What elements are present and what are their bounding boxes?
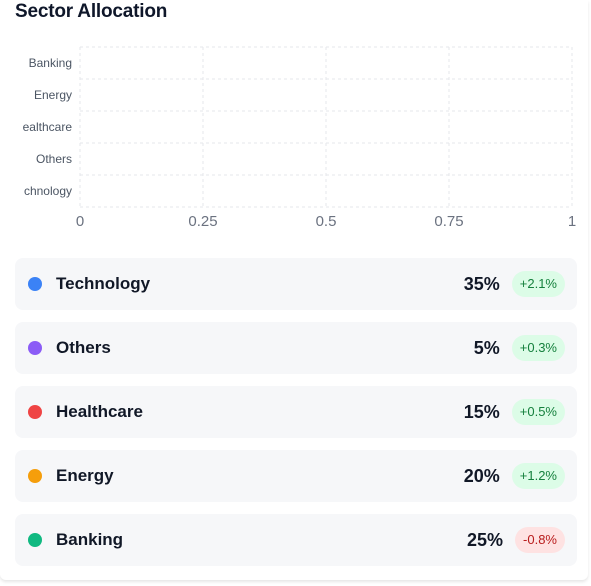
chart-y-tick-label: ealthcare	[23, 120, 73, 134]
sector-list: Technology 35% +2.1% Others 5% +0.3% Hea…	[15, 258, 577, 578]
sector-name: Technology	[56, 274, 151, 293]
sector-name: Healthcare	[56, 402, 143, 421]
sector-row-banking[interactable]: Banking 25% -0.8%	[15, 514, 577, 566]
sector-percent: 15%	[463, 401, 500, 422]
sector-row-energy[interactable]: Energy 20% +1.2%	[15, 450, 577, 502]
chart-x-tick-label: 0.5	[316, 213, 337, 230]
sector-percent: 5%	[473, 337, 500, 358]
sector-row-others[interactable]: Others 5% +0.3%	[15, 322, 577, 374]
sector-name: Others	[56, 338, 111, 357]
sector-change-badge: -0.8%	[515, 527, 565, 553]
card-title: Sector Allocation	[15, 1, 168, 22]
sector-percent: 25%	[467, 529, 504, 550]
chart-x-tick-label: 1	[568, 213, 576, 230]
sector-bar-chart: Banking Energy ealthcare Others chnology 0 0.2…	[23, 46, 576, 230]
chart-x-tick-label: 0.25	[188, 213, 217, 230]
sector-percent: 35%	[463, 273, 500, 294]
sector-change-badge: +0.3%	[511, 335, 565, 361]
sector-name: Energy	[56, 466, 114, 485]
sector-color-dot	[28, 277, 42, 291]
sector-color-dot	[28, 405, 42, 419]
sector-percent: 20%	[463, 465, 500, 486]
chart-y-tick-label: chnology	[24, 184, 72, 198]
chart-x-tick-label: 0.75	[434, 213, 463, 230]
sector-color-dot	[28, 341, 42, 355]
sector-color-dot	[28, 533, 42, 547]
sector-color-dot	[28, 469, 42, 483]
sector-change-badge: +1.2%	[511, 463, 565, 489]
sector-row-healthcare[interactable]: Healthcare 15% +0.5%	[15, 386, 577, 438]
chart-y-tick-label: Banking	[29, 56, 72, 70]
sector-change-badge: +2.1%	[511, 271, 565, 297]
sector-name: Banking	[56, 530, 124, 549]
chart-y-tick-label: Energy	[34, 88, 72, 102]
chart-x-tick-label: 0	[76, 213, 84, 230]
sector-change-badge: +0.5%	[511, 399, 565, 425]
chart-y-tick-label: Others	[36, 152, 72, 166]
sector-row-technology[interactable]: Technology 35% +2.1%	[15, 258, 577, 310]
